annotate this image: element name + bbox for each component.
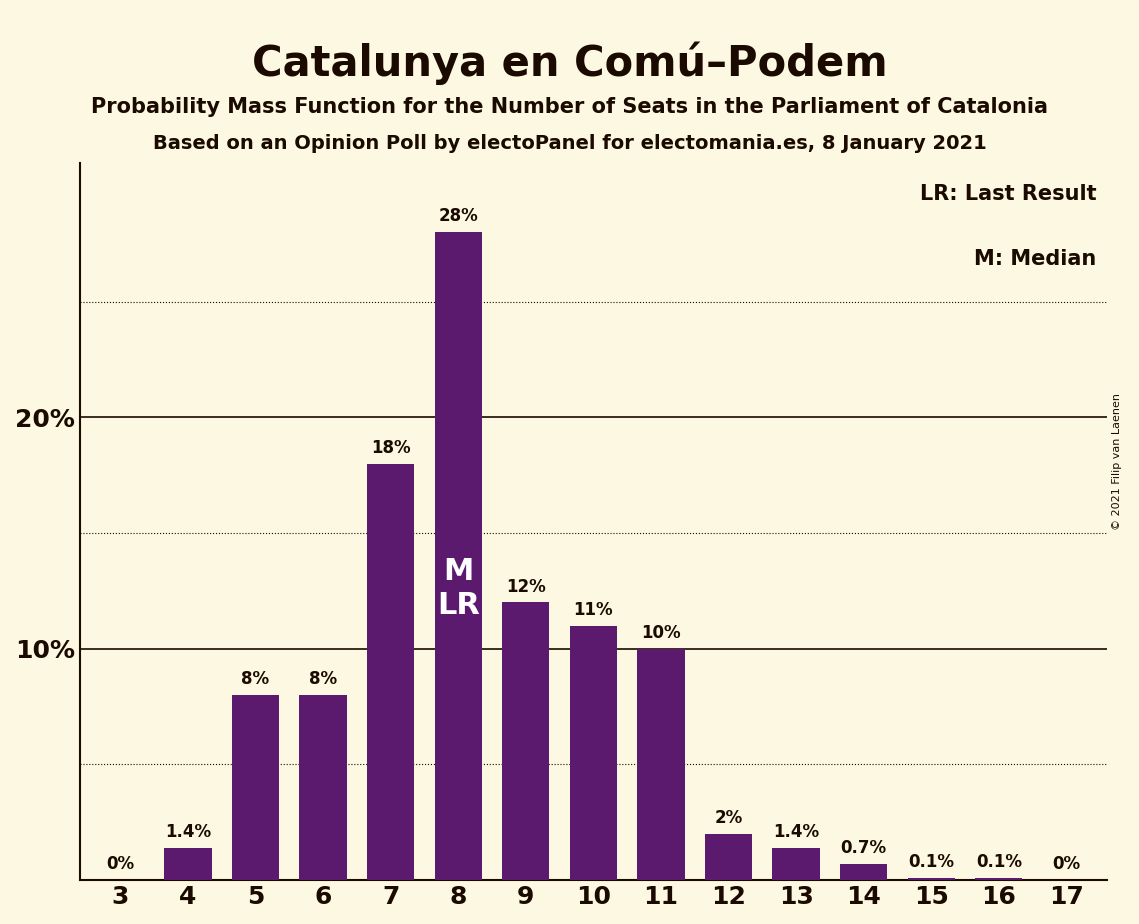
Text: 10%: 10% — [641, 624, 681, 642]
Text: 18%: 18% — [371, 439, 410, 456]
Bar — [570, 626, 617, 881]
Text: LR: Last Result: LR: Last Result — [920, 185, 1097, 204]
Text: Based on an Opinion Poll by electoPanel for electomania.es, 8 January 2021: Based on an Opinion Poll by electoPanel … — [153, 134, 986, 153]
Text: 0.7%: 0.7% — [841, 839, 887, 857]
Text: © 2021 Filip van Laenen: © 2021 Filip van Laenen — [1112, 394, 1122, 530]
Text: 8%: 8% — [309, 670, 337, 688]
Bar — [841, 864, 887, 881]
Text: 0%: 0% — [1052, 856, 1081, 873]
Text: Probability Mass Function for the Number of Seats in the Parliament of Catalonia: Probability Mass Function for the Number… — [91, 97, 1048, 117]
Bar — [300, 695, 346, 881]
Text: 8%: 8% — [241, 670, 270, 688]
Bar — [908, 878, 954, 881]
Text: 1.4%: 1.4% — [773, 822, 819, 841]
Text: 0.1%: 0.1% — [908, 853, 954, 871]
Text: 1.4%: 1.4% — [165, 822, 211, 841]
Text: Catalunya en Comú–Podem: Catalunya en Comú–Podem — [252, 42, 887, 85]
Bar — [975, 878, 1023, 881]
Bar — [435, 232, 482, 881]
Text: M
LR: M LR — [437, 557, 480, 620]
Bar — [705, 833, 752, 881]
Text: 11%: 11% — [574, 601, 613, 619]
Text: 28%: 28% — [439, 207, 478, 225]
Text: 2%: 2% — [714, 808, 743, 827]
Text: 0.1%: 0.1% — [976, 853, 1022, 871]
Bar — [502, 602, 549, 881]
Text: M: Median: M: Median — [974, 249, 1097, 269]
Bar — [772, 847, 820, 881]
Bar — [638, 649, 685, 881]
Bar — [232, 695, 279, 881]
Text: 0%: 0% — [106, 856, 134, 873]
Text: 12%: 12% — [506, 578, 546, 596]
Bar — [367, 464, 415, 881]
Bar — [164, 847, 212, 881]
